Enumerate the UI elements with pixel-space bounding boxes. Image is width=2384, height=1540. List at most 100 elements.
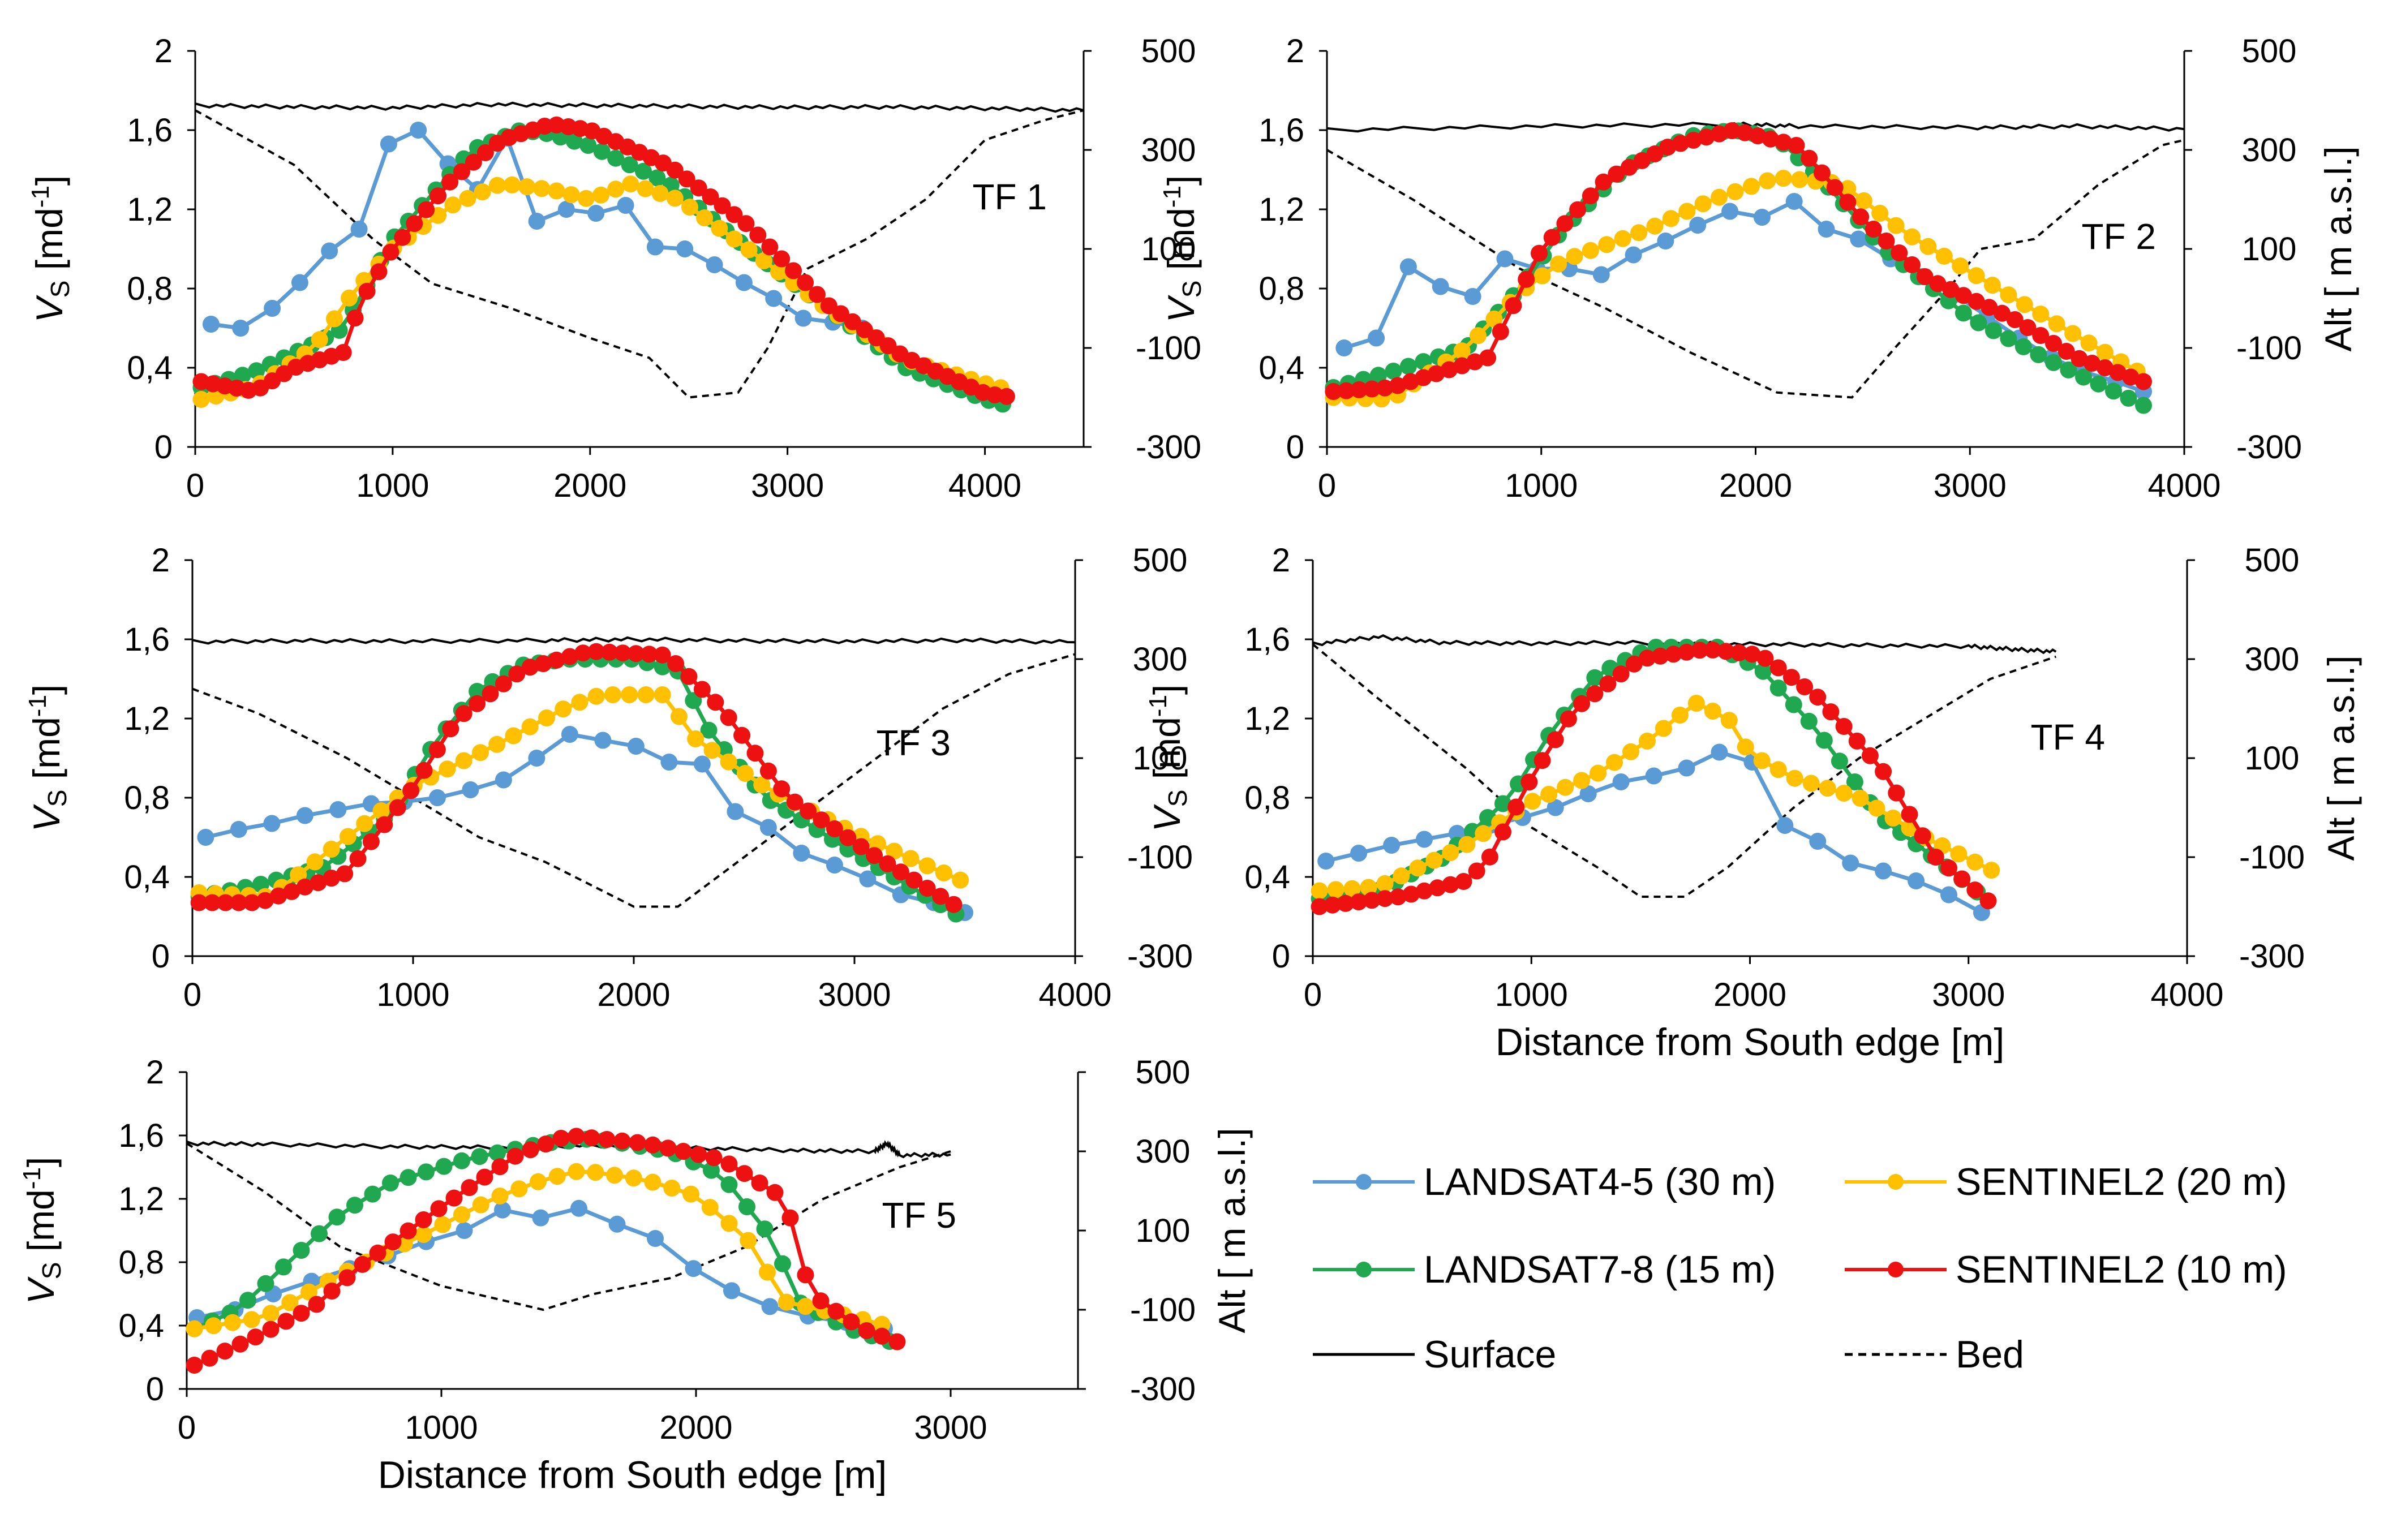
data-point-sentinel10 bbox=[690, 179, 707, 197]
surface-line bbox=[186, 1140, 951, 1159]
data-point-sentinel20 bbox=[785, 274, 802, 292]
data-point-sentinel20 bbox=[1904, 228, 1921, 246]
data-point-sentinel20 bbox=[1540, 786, 1558, 803]
data-point-landsat78 bbox=[774, 1255, 791, 1272]
data-point-landsat45 bbox=[594, 732, 612, 749]
x-tick-label: 1000 bbox=[1495, 977, 1568, 1013]
data-point-landsat45 bbox=[1818, 221, 1835, 238]
data-point-sentinel10 bbox=[369, 1244, 386, 1262]
data-point-sentinel10 bbox=[690, 1146, 707, 1163]
data-point-landsat45 bbox=[1368, 329, 1385, 347]
data-point-sentinel20 bbox=[711, 220, 728, 237]
data-point-landsat78 bbox=[1399, 358, 1417, 375]
x-tick-label: 4000 bbox=[2150, 977, 2223, 1013]
data-point-sentinel20 bbox=[918, 857, 936, 875]
data-point-landsat45 bbox=[557, 201, 575, 218]
data-point-sentinel10 bbox=[873, 1327, 891, 1345]
series-sentinel20 bbox=[1311, 695, 2000, 900]
data-point-sentinel20 bbox=[488, 735, 506, 753]
chart-panel-1: 0 0,4 0,8 1,2 1,6 2 -300 -100 100 300 500 0 1000 2000… bbox=[27, 33, 1201, 504]
data-point-sentinel10 bbox=[737, 215, 755, 233]
y2-tick-label: -100 bbox=[2236, 330, 2302, 367]
data-point-sentinel10 bbox=[441, 173, 459, 191]
data-point-landsat78 bbox=[2030, 346, 2047, 363]
data-point-landsat45 bbox=[532, 1209, 549, 1227]
x-tick-label: 3000 bbox=[1934, 467, 2007, 504]
data-point-sentinel10 bbox=[370, 263, 388, 281]
y2-tick-label: -300 bbox=[1127, 938, 1193, 975]
y-tick-label: 0,8 bbox=[127, 270, 173, 307]
data-point-sentinel20 bbox=[720, 1215, 738, 1232]
legend-swatch-surface bbox=[1313, 1353, 1415, 1356]
data-point-sentinel10 bbox=[1442, 876, 1459, 893]
data-point-landsat78 bbox=[1970, 314, 1987, 332]
data-point-landsat78 bbox=[1831, 752, 1848, 770]
data-point-sentinel20 bbox=[1622, 743, 1639, 760]
data-point-sentinel10 bbox=[1534, 752, 1551, 769]
y2-tick-label: 500 bbox=[1133, 542, 1188, 579]
data-point-sentinel10 bbox=[866, 847, 883, 864]
data-point-sentinel20 bbox=[625, 1169, 642, 1187]
data-point-sentinel10 bbox=[1608, 165, 1625, 183]
y-axis-label: VS [md-1] bbox=[1158, 175, 1206, 323]
data-point-sentinel10 bbox=[998, 388, 1015, 405]
data-point-landsat45 bbox=[1448, 825, 1466, 842]
data-point-landsat78 bbox=[364, 1185, 381, 1203]
data-point-sentinel20 bbox=[2000, 286, 2017, 304]
data-point-landsat78 bbox=[648, 169, 666, 187]
y-tick-label: 2 bbox=[1286, 33, 1304, 70]
data-point-landsat45 bbox=[1908, 872, 1925, 889]
data-point-landsat45 bbox=[793, 845, 810, 862]
data-point-sentinel20 bbox=[622, 175, 639, 193]
data-point-sentinel20 bbox=[472, 1196, 489, 1214]
data-point-sentinel20 bbox=[644, 1173, 661, 1191]
y2-tick-label: -100 bbox=[1127, 839, 1193, 876]
data-point-landsat45 bbox=[627, 738, 645, 755]
y-tick-label: 1,6 bbox=[1244, 621, 1290, 658]
data-point-landsat45 bbox=[1842, 854, 1859, 872]
data-point-landsat78 bbox=[248, 362, 265, 380]
data-point-sentinel10 bbox=[613, 1132, 631, 1150]
y-tick-label: 0,8 bbox=[118, 1244, 164, 1281]
data-point-sentinel20 bbox=[262, 1305, 280, 1322]
data-point-sentinel10 bbox=[714, 197, 731, 214]
y2-tick-label: 300 bbox=[2242, 132, 2297, 169]
data-point-sentinel20 bbox=[604, 686, 621, 703]
data-point-sentinel10 bbox=[1782, 669, 1800, 686]
data-point-sentinel10 bbox=[785, 262, 802, 279]
data-point-sentinel10 bbox=[1730, 644, 1748, 661]
data-point-sentinel10 bbox=[1916, 268, 1934, 285]
data-point-sentinel20 bbox=[530, 1173, 547, 1190]
data-point-landsat45 bbox=[1753, 209, 1771, 226]
data-point-landsat45 bbox=[1711, 743, 1728, 761]
data-point-sentinel10 bbox=[761, 238, 779, 256]
data-point-landsat78 bbox=[720, 1176, 738, 1193]
data-point-sentinel20 bbox=[1646, 217, 1664, 235]
data-point-sentinel10 bbox=[812, 1292, 830, 1310]
x-tick-label: 2000 bbox=[1719, 467, 1792, 504]
data-point-sentinel10 bbox=[482, 685, 499, 703]
data-point-sentinel20 bbox=[533, 180, 551, 197]
data-point-sentinel20 bbox=[340, 828, 356, 845]
legend-label-surface: Surface bbox=[1424, 1333, 1557, 1376]
data-point-sentinel20 bbox=[356, 815, 373, 832]
data-point-landsat45 bbox=[1776, 817, 1794, 834]
data-point-sentinel20 bbox=[1919, 238, 1937, 255]
surface-line bbox=[192, 636, 1076, 645]
data-point-sentinel20 bbox=[1887, 217, 1905, 234]
y2-axis-label: Alt [ m a.s.l.] bbox=[1211, 1128, 1253, 1333]
data-point-sentinel10 bbox=[1633, 152, 1651, 169]
data-point-sentinel10 bbox=[773, 780, 791, 798]
data-point-landsat78 bbox=[703, 1162, 720, 1179]
data-point-sentinel20 bbox=[1598, 236, 1616, 253]
data-point-sentinel20 bbox=[587, 1164, 604, 1181]
data-point-sentinel10 bbox=[702, 188, 719, 205]
data-point-landsat78 bbox=[607, 149, 625, 167]
data-point-landsat78 bbox=[579, 137, 597, 154]
data-point-sentinel20 bbox=[1984, 277, 2001, 294]
data-point-landsat78 bbox=[2075, 368, 2092, 386]
data-point-sentinel10 bbox=[826, 820, 843, 837]
data-point-landsat45 bbox=[1785, 193, 1803, 210]
data-point-sentinel10 bbox=[1769, 659, 1787, 677]
data-point-sentinel10 bbox=[491, 1158, 509, 1176]
